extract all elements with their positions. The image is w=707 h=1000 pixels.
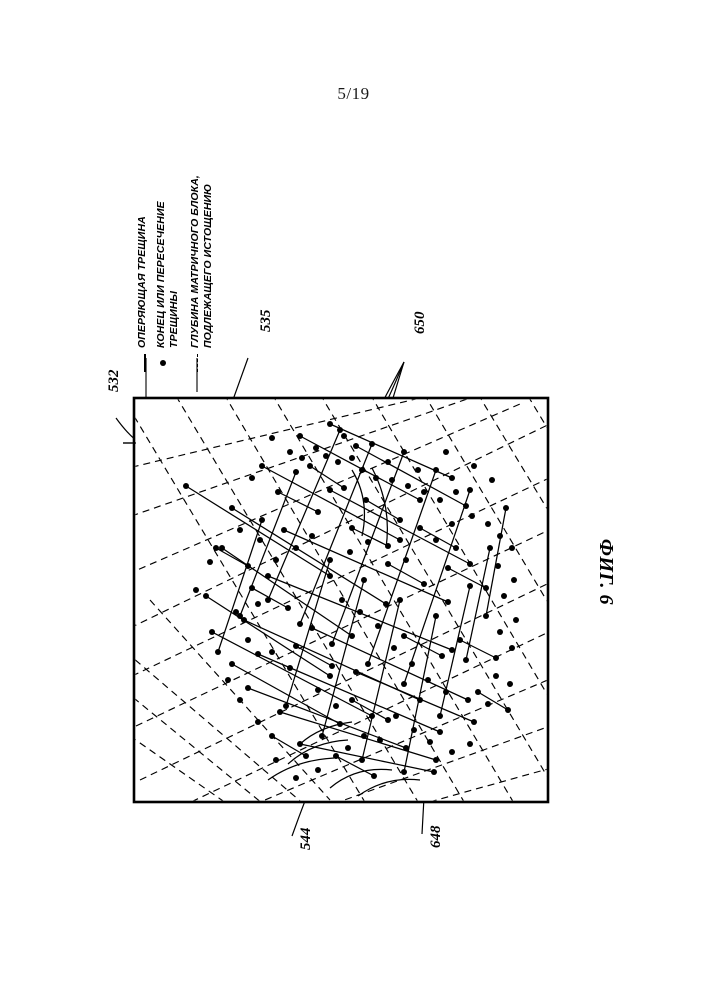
page-number: 5/19	[337, 84, 370, 103]
fracture-tip-dots	[183, 421, 519, 781]
figure-caption: ФИГ. 6	[595, 538, 617, 606]
legend-leader-lines	[145, 358, 198, 398]
fracture-network-plot	[135, 399, 547, 801]
